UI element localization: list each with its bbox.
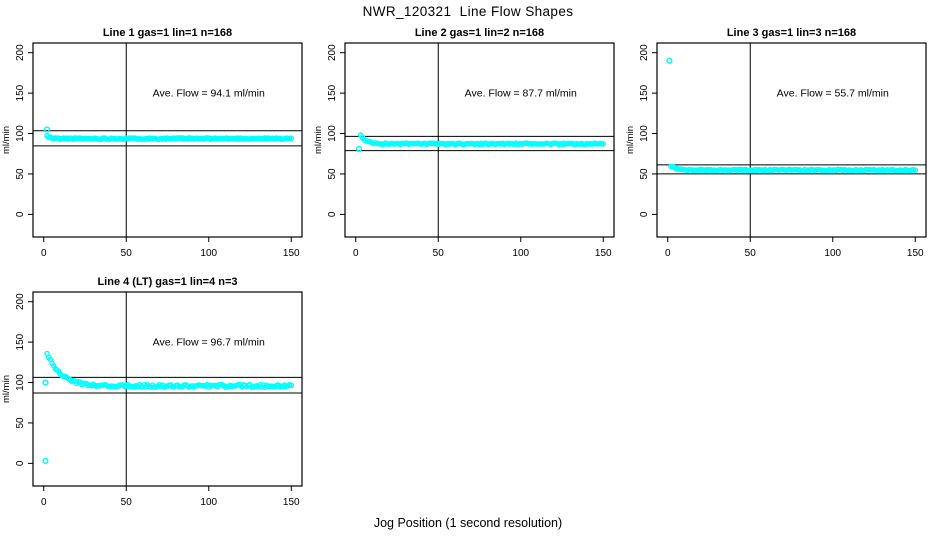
figure-x-axis-label: Jog Position (1 second resolution) (373, 516, 563, 530)
x-tick-label: 50 (745, 248, 757, 259)
ave-flow-annotation: Ave. Flow = 96.7 ml/min (153, 337, 265, 349)
panel-title: Line 3 gas=1 lin=3 n=168 (727, 27, 856, 39)
panel-title: Line 1 gas=1 lin=1 n=168 (103, 27, 232, 39)
ave-flow-annotation: Ave. Flow = 55.7 ml/min (777, 88, 889, 100)
flow-point (288, 135, 295, 142)
y-tick-label: 100 (15, 125, 26, 142)
y-tick-label: 50 (15, 417, 26, 429)
y-tick-label: 150 (639, 84, 650, 101)
y-tick-label: 200 (15, 293, 26, 310)
flow-outlier-point (666, 57, 673, 64)
y-tick-label: 150 (15, 84, 26, 101)
ave-flow-annotation: Ave. Flow = 94.1 ml/min (153, 88, 265, 100)
x-tick-label: 150 (283, 248, 300, 259)
plot-box (32, 291, 303, 487)
y-tick-label: 0 (327, 211, 338, 217)
flow-data-points (355, 132, 607, 153)
y-tick-label: 200 (15, 44, 26, 61)
plot-box (656, 42, 927, 238)
flow-outlier-point (42, 379, 49, 386)
x-tick-label: 50 (121, 248, 133, 259)
x-tick-label: 100 (512, 248, 529, 259)
x-tick-label: 100 (200, 497, 217, 508)
x-tick-label: 0 (41, 248, 47, 259)
x-tick-label: 100 (824, 248, 841, 259)
x-tick-label: 150 (595, 248, 612, 259)
y-axis-label: ml/min (1, 126, 12, 154)
x-tick-label: 150 (907, 248, 924, 259)
y-tick-label: 150 (15, 333, 26, 350)
plot-box (344, 42, 615, 238)
flow-data-points (43, 126, 295, 142)
y-tick-label: 150 (327, 84, 338, 101)
panel-3: Line 3 gas=1 lin=3 n=168 0 50 100 150 0 50 100 1… (625, 27, 927, 259)
y-tick-label: 0 (15, 460, 26, 466)
y-tick-label: 200 (327, 44, 338, 61)
ave-flow-annotation: Ave. Flow = 87.7 ml/min (465, 88, 577, 100)
x-tick-label: 0 (665, 248, 671, 259)
y-tick-label: 50 (15, 168, 26, 180)
y-tick-label: 50 (327, 168, 338, 180)
flow-data-points (666, 57, 919, 174)
flow-point (288, 382, 295, 389)
flow-outlier-point (42, 457, 49, 465)
y-tick-label: 100 (327, 125, 338, 142)
flow-outlier-point (355, 145, 363, 153)
x-tick-label: 0 (353, 248, 359, 259)
y-tick-label: 50 (639, 168, 650, 180)
y-axis-label: ml/min (1, 375, 12, 403)
flow-data-points (42, 350, 295, 465)
flow-outlier-point (43, 126, 51, 133)
panel-title: Line 2 gas=1 lin=2 n=168 (415, 27, 544, 39)
y-tick-label: 100 (15, 374, 26, 391)
x-tick-label: 50 (433, 248, 445, 259)
y-tick-label: 0 (15, 211, 26, 217)
plot-box (32, 42, 303, 238)
y-tick-label: 100 (639, 125, 650, 142)
flow-point (600, 141, 607, 147)
y-axis-label: ml/min (313, 126, 324, 154)
panel-4: Line 4 (LT) gas=1 lin=4 n=3 0 50 100 150 0 50 1… (1, 276, 303, 508)
y-axis-label: ml/min (625, 126, 636, 154)
y-tick-label: 200 (639, 44, 650, 61)
flow-point (912, 167, 919, 173)
figure-title: NWR_120321 Line Flow Shapes (362, 4, 574, 19)
panel-2: Line 2 gas=1 lin=2 n=168 0 50 100 150 0 50 100 1… (313, 27, 615, 259)
y-tick-label: 0 (639, 211, 650, 217)
x-tick-label: 150 (283, 497, 300, 508)
x-tick-label: 50 (121, 497, 133, 508)
panel-1: Line 1 gas=1 lin=1 n=168 0 50 100 150 0 50 100 1… (1, 27, 303, 259)
panel-title: Line 4 (LT) gas=1 lin=4 n=3 (97, 276, 237, 288)
x-tick-label: 100 (200, 248, 217, 259)
x-tick-label: 0 (41, 497, 47, 508)
